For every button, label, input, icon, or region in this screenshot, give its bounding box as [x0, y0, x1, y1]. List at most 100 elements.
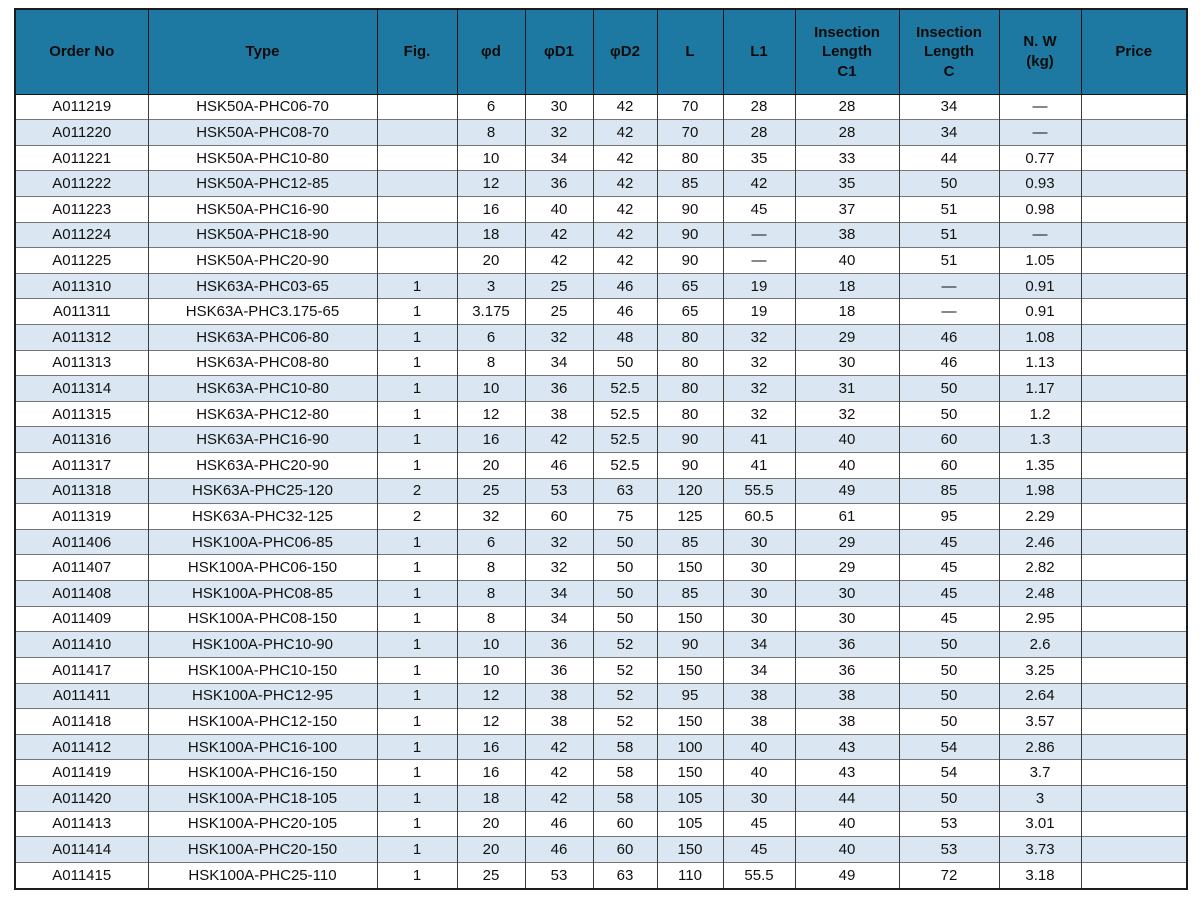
- table-row: A011410 HSK100A-PHC10-90 1 10 36 52 90 34 36 50 2.…: [15, 631, 1188, 658]
- cell-l1: 30: [723, 528, 796, 555]
- cell-insection_length_c1: 43: [795, 733, 900, 760]
- table-row: A011409 HSK100A-PHC08-150 1 8 34 50 150 30 30 45 2…: [15, 605, 1188, 632]
- cell-l: 105: [657, 810, 724, 837]
- column-header-l: L: [656, 8, 724, 95]
- cell-phi_d1: 30: [525, 93, 594, 120]
- cell-l1: 38: [723, 708, 796, 735]
- cell-l1: 55.5: [723, 477, 796, 504]
- cell-l: 90: [657, 452, 724, 479]
- column-header-phi_d2: φD2: [592, 8, 658, 95]
- cell-phi_d2: 42: [593, 170, 658, 197]
- cell-nw_kg: —: [999, 221, 1082, 248]
- cell-phi_d: 8: [457, 554, 526, 581]
- table-row: A011418 HSK100A-PHC12-150 1 12 38 52 150 38 38 50…: [15, 708, 1188, 735]
- cell-fig: [377, 221, 458, 248]
- cell-l: 150: [657, 759, 724, 786]
- cell-phi_d: 20: [457, 810, 526, 837]
- cell-price: [1081, 195, 1188, 223]
- table-row: A011317 HSK63A-PHC20-90 1 20 46 52.5 90 41 40 60 1…: [15, 452, 1188, 479]
- cell-l: 85: [657, 170, 724, 197]
- table-row: A011415 HSK100A-PHC25-110 1 25 53 63 110 55.5 49…: [15, 861, 1188, 889]
- cell-phi_d1: 46: [525, 836, 594, 863]
- cell-l: 65: [657, 298, 724, 325]
- cell-price: [1081, 144, 1188, 171]
- cell-insection_length_c: 72: [899, 861, 1000, 889]
- cell-price: [1081, 605, 1188, 632]
- table-row: A011318 HSK63A-PHC25-120 2 25 53 63 120 55.5 49 8…: [15, 477, 1188, 504]
- cell-insection_length_c1: 40: [795, 836, 900, 863]
- cell-insection_length_c1: 29: [795, 323, 900, 351]
- cell-fig: 1: [377, 631, 458, 658]
- cell-insection_length_c1: 28: [795, 93, 900, 120]
- cell-nw_kg: 1.05: [999, 247, 1082, 274]
- cell-fig: 1: [377, 733, 458, 760]
- cell-l1: 32: [723, 400, 796, 427]
- cell-phi_d2: 52.5: [593, 452, 658, 479]
- cell-insection_length_c1: 31: [795, 375, 900, 402]
- cell-insection_length_c1: 32: [795, 400, 900, 427]
- cell-l: 70: [657, 93, 724, 120]
- header-row: Order No Type Fig. φd φD1 φD2 L L1 Insection Len…: [14, 8, 1188, 95]
- cell-fig: 1: [377, 708, 458, 735]
- cell-fig: 1: [377, 426, 458, 453]
- cell-l: 90: [657, 195, 724, 223]
- table-row: A011310 HSK63A-PHC03-65 1 3 25 46 65 19 18—0.91: [15, 272, 1188, 299]
- cell-nw_kg: 2.95: [999, 605, 1082, 632]
- cell-phi_d1: 34: [525, 144, 594, 171]
- cell-order_no: A011407: [15, 554, 149, 581]
- cell-price: [1081, 221, 1188, 248]
- cell-insection_length_c1: 18: [795, 298, 900, 325]
- cell-type: HSK100A-PHC20-150: [148, 836, 378, 863]
- table-row: A011406 HSK100A-PHC06-85 1 6 32 50 85 30 29 45 2.4…: [15, 528, 1188, 555]
- cell-phi_d: 10: [457, 144, 526, 171]
- cell-insection_length_c: 60: [899, 452, 1000, 479]
- cell-l1: 60.5: [723, 503, 796, 530]
- cell-phi_d2: 50: [593, 554, 658, 581]
- cell-l: 125: [657, 503, 724, 530]
- cell-nw_kg: 3.57: [999, 708, 1082, 735]
- cell-type: HSK63A-PHC25-120: [148, 477, 378, 504]
- cell-l1: 30: [723, 784, 796, 812]
- column-header-l1: L1: [722, 8, 796, 95]
- table-row: A011314 HSK63A-PHC10-80 1 10 36 52.5 80 32 31 50 1…: [15, 375, 1188, 402]
- cell-nw_kg: 2.46: [999, 528, 1082, 555]
- cell-l: 90: [657, 221, 724, 248]
- table-row: A011219 HSK50A-PHC06-70 6 30 42 70 28 28 34—: [15, 93, 1188, 120]
- cell-nw_kg: 2.82: [999, 554, 1082, 581]
- cell-l: 150: [657, 656, 724, 684]
- cell-insection_length_c: 50: [899, 656, 1000, 684]
- cell-price: [1081, 298, 1188, 325]
- column-header-nw_kg: N. W (kg): [998, 8, 1082, 95]
- cell-fig: 1: [377, 323, 458, 351]
- cell-phi_d: 10: [457, 631, 526, 658]
- table-row: A011420 HSK100A-PHC18-105 1 18 42 58 105 30 44 50…: [15, 784, 1188, 812]
- cell-insection_length_c: 50: [899, 400, 1000, 427]
- cell-phi_d: 6: [457, 323, 526, 351]
- cell-l1: 19: [723, 298, 796, 325]
- cell-insection_length_c1: 38: [795, 221, 900, 248]
- cell-fig: 1: [377, 605, 458, 632]
- table-row: A011316 HSK63A-PHC16-90 1 16 42 52.5 90 41 40 60 1…: [15, 426, 1188, 453]
- cell-phi_d1: 42: [525, 426, 594, 453]
- cell-fig: 2: [377, 503, 458, 530]
- cell-fig: [377, 93, 458, 120]
- cell-insection_length_c1: 49: [795, 861, 900, 889]
- table-row: A011220 HSK50A-PHC08-70 8 32 42 70 28 28 34—: [15, 119, 1188, 146]
- cell-phi_d: 16: [457, 759, 526, 786]
- cell-phi_d: 18: [457, 784, 526, 812]
- cell-l1: 30: [723, 554, 796, 581]
- cell-phi_d1: 25: [525, 298, 594, 325]
- cell-order_no: A011317: [15, 452, 149, 479]
- table-row: A011315 HSK63A-PHC12-80 1 12 38 52.5 80 32 32 50 1…: [15, 400, 1188, 427]
- cell-phi_d2: 50: [593, 605, 658, 632]
- cell-phi_d1: 40: [525, 195, 594, 223]
- cell-insection_length_c: 50: [899, 708, 1000, 735]
- cell-l1: 45: [723, 810, 796, 837]
- cell-l: 95: [657, 682, 724, 709]
- cell-type: HSK63A-PHC20-90: [148, 452, 378, 479]
- cell-l: 85: [657, 580, 724, 607]
- cell-type: HSK100A-PHC08-150: [148, 605, 378, 632]
- cell-fig: 1: [377, 272, 458, 299]
- cell-phi_d1: 53: [525, 477, 594, 504]
